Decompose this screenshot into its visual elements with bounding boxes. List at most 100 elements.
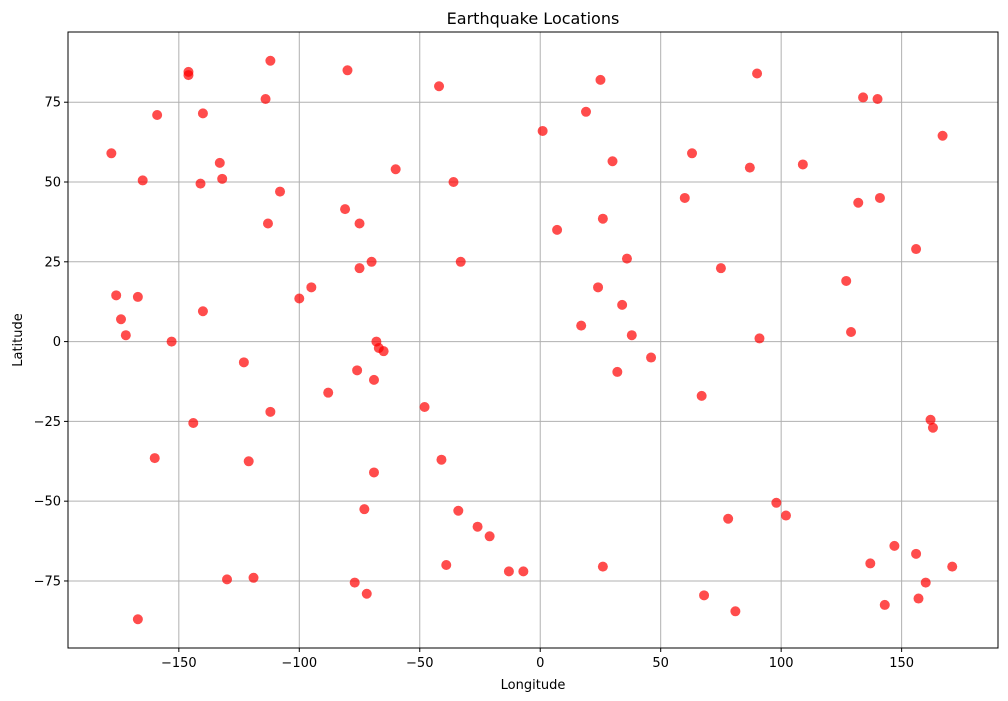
earthquake-point bbox=[197, 108, 208, 119]
earthquake-point bbox=[455, 256, 466, 267]
grid-lines bbox=[68, 32, 998, 648]
earthquake-point bbox=[265, 55, 276, 66]
earthquake-point bbox=[323, 387, 334, 398]
earthquake-point bbox=[911, 244, 922, 255]
earthquake-point bbox=[696, 390, 707, 401]
earthquake-point bbox=[754, 333, 765, 344]
y-tick-label: 0 bbox=[53, 335, 61, 350]
earthquake-point bbox=[617, 299, 628, 310]
earthquake-point bbox=[593, 282, 604, 293]
earthquake-point bbox=[354, 218, 365, 229]
y-axis-label: Latitude bbox=[11, 313, 26, 367]
earthquake-point bbox=[137, 175, 148, 186]
earthquake-point bbox=[911, 548, 922, 559]
earthquake-point bbox=[390, 164, 401, 175]
earthquake-point bbox=[913, 593, 924, 604]
earthquake-point bbox=[368, 374, 379, 385]
earthquake-point bbox=[872, 94, 883, 105]
earthquake-point bbox=[419, 402, 430, 413]
earthquake-point bbox=[366, 256, 377, 267]
earthquake-point bbox=[453, 505, 464, 516]
earthquake-point bbox=[925, 414, 936, 425]
earthquake-point bbox=[595, 74, 606, 85]
earthquake-point bbox=[797, 159, 808, 170]
earthquake-point bbox=[195, 178, 206, 189]
earthquake-point bbox=[354, 263, 365, 274]
earthquake-point bbox=[612, 366, 623, 377]
earthquake-point bbox=[518, 566, 529, 577]
y-tick-label: −50 bbox=[34, 495, 61, 510]
earthquake-point bbox=[359, 504, 370, 515]
y-tick-label: −75 bbox=[34, 574, 61, 589]
earthquake-point bbox=[846, 327, 857, 338]
y-tick-label: 50 bbox=[44, 176, 61, 191]
earthquake-point bbox=[937, 130, 948, 141]
earthquake-point bbox=[723, 513, 734, 524]
earthquake-point bbox=[238, 357, 249, 368]
earthquake-point bbox=[111, 290, 122, 301]
plot-frame bbox=[67, 31, 999, 649]
earthquake-point bbox=[120, 330, 131, 341]
data-points bbox=[106, 55, 958, 625]
earthquake-point bbox=[858, 92, 869, 103]
x-axis-label: Longitude bbox=[501, 678, 566, 693]
x-tick-label: 50 bbox=[652, 656, 669, 671]
earthquake-point bbox=[699, 590, 710, 601]
earthquake-point bbox=[597, 561, 608, 572]
earthquake-point bbox=[361, 588, 372, 599]
earthquake-point bbox=[368, 467, 379, 478]
earthquake-point bbox=[222, 574, 233, 585]
earthquake-point bbox=[434, 81, 445, 92]
earthquake-point bbox=[503, 566, 514, 577]
earthquake-point bbox=[927, 422, 938, 433]
earthquake-point bbox=[472, 521, 483, 532]
earthquake-point bbox=[243, 456, 254, 467]
x-tick-label: 0 bbox=[536, 656, 544, 671]
x-tick-label: −50 bbox=[406, 656, 433, 671]
earthquake-point bbox=[646, 352, 657, 363]
earthquake-point bbox=[552, 224, 563, 235]
earthquake-point bbox=[947, 561, 958, 572]
earthquake-point bbox=[448, 177, 459, 188]
x-tick-label: 150 bbox=[889, 656, 914, 671]
earthquake-point bbox=[152, 109, 163, 120]
earthquake-point bbox=[626, 330, 637, 341]
earthquake-point bbox=[275, 186, 286, 197]
y-tick-label: 75 bbox=[44, 96, 61, 111]
earthquake-point bbox=[607, 156, 618, 167]
chart-title: Earthquake Locations bbox=[447, 9, 620, 28]
earthquake-point bbox=[920, 577, 931, 588]
earthquake-point bbox=[349, 577, 360, 588]
earthquake-point bbox=[340, 204, 351, 215]
earthquake-point bbox=[149, 453, 160, 464]
earthquake-point bbox=[306, 282, 317, 293]
x-tick-label: 100 bbox=[769, 656, 794, 671]
earthquake-point bbox=[197, 306, 208, 317]
earthquake-point bbox=[715, 263, 726, 274]
earthquake-point bbox=[879, 599, 890, 610]
earthquake-point bbox=[378, 346, 389, 357]
earthquake-point bbox=[265, 406, 276, 417]
earthquake-point bbox=[260, 94, 271, 105]
earthquake-point bbox=[865, 558, 876, 569]
y-tick-label: 25 bbox=[44, 255, 61, 270]
earthquake-point bbox=[874, 192, 885, 203]
earthquake-point bbox=[780, 510, 791, 521]
earthquake-point bbox=[436, 454, 447, 465]
earthquake-point bbox=[853, 197, 864, 208]
earthquake-point bbox=[214, 157, 225, 168]
earthquake-point bbox=[106, 148, 117, 159]
earthquake-point bbox=[262, 218, 273, 229]
earthquake-point bbox=[132, 614, 143, 625]
earthquake-point bbox=[730, 606, 741, 617]
earthquake-point bbox=[687, 148, 698, 159]
earthquake-point bbox=[217, 173, 228, 184]
earthquake-point bbox=[597, 213, 608, 224]
earthquake-point bbox=[248, 572, 259, 583]
earthquake-point bbox=[116, 314, 127, 325]
earthquake-point bbox=[484, 531, 495, 542]
earthquake-point bbox=[342, 65, 353, 76]
earthquake-point bbox=[441, 560, 452, 571]
y-tick-label: −25 bbox=[34, 415, 61, 430]
